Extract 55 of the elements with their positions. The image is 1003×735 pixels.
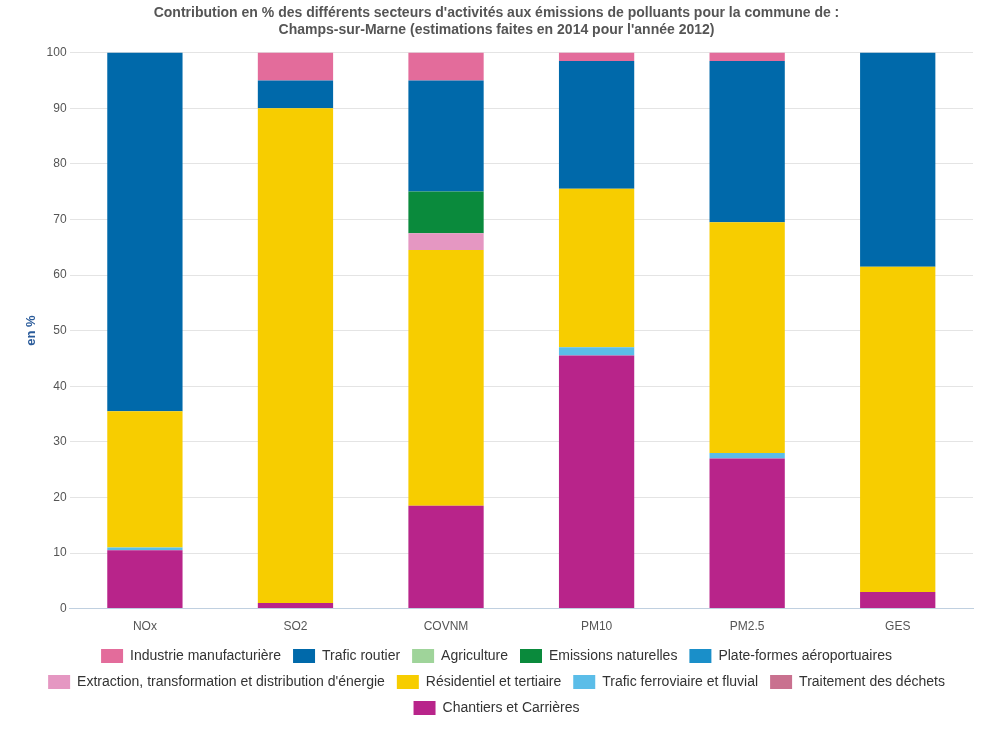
x-tick-label: PM10 [580, 619, 613, 634]
bar [408, 52, 484, 81]
bar [257, 603, 334, 609]
bar [709, 458, 785, 609]
bar [558, 355, 635, 609]
bar [709, 60, 785, 223]
y-tick-label: 40 [53, 378, 67, 393]
bar [558, 52, 635, 61]
bar [709, 52, 785, 61]
bar [709, 222, 785, 453]
y-tick-label: 70 [53, 211, 67, 226]
bar [558, 60, 635, 189]
x-tick-label: NOx [132, 619, 157, 634]
y-tick-label: 80 [53, 156, 67, 171]
y-tick-label: 20 [53, 489, 67, 504]
chart-title: Contribution en % des différents secteurs d'activités aux émissions de polluants pour la commune de : Champs-sur-Marne (estimations faites en 2014 pour l'année 2012) [153, 4, 840, 38]
x-tick-label: SO2 [283, 619, 308, 634]
bar [860, 52, 936, 267]
legend-label: Extraction, transformation et distribution d'énergie [77, 672, 386, 689]
y-tick-label: 50 [53, 322, 67, 337]
legend-label: Chantiers et Carrières [442, 698, 580, 715]
bar [408, 191, 484, 234]
y-tick-label: 10 [53, 545, 67, 560]
bar [257, 108, 334, 604]
bar [558, 188, 635, 348]
bar [107, 411, 183, 548]
bar [257, 52, 334, 81]
bar [558, 347, 635, 356]
legend-label: Trafic ferroviaire et fluvial [602, 672, 759, 689]
bar [408, 233, 484, 250]
x-tick-label: COVNM [423, 619, 469, 634]
y-tick-label: 60 [53, 267, 67, 282]
bar [408, 80, 484, 192]
legend-label: Industrie manufacturière [130, 646, 282, 663]
bar [107, 547, 183, 551]
y-tick-label: 90 [53, 100, 67, 115]
legend-label: Emissions naturelles [549, 646, 678, 663]
bar [107, 52, 183, 412]
legend-label: Traitement des déchets [799, 672, 945, 689]
legend-label: Plate-formes aéroportuaires [718, 646, 892, 663]
y-tick-label: 100 [46, 44, 67, 59]
bar [257, 80, 334, 109]
legend-label: Agriculture [441, 646, 509, 663]
y-tick-label: 0 [59, 600, 67, 615]
bar [860, 591, 936, 609]
legend-label: Trafic routier [322, 646, 401, 663]
legend-label: Résidentiel et tertiaire [425, 672, 562, 689]
bar [408, 249, 484, 506]
bar [408, 505, 484, 609]
bar [860, 266, 936, 592]
bar [107, 550, 183, 609]
x-tick-label: GES [885, 619, 911, 634]
y-axis-title: en % [23, 314, 39, 346]
y-tick-label: 30 [53, 434, 67, 449]
x-tick-label: PM2.5 [729, 619, 765, 634]
